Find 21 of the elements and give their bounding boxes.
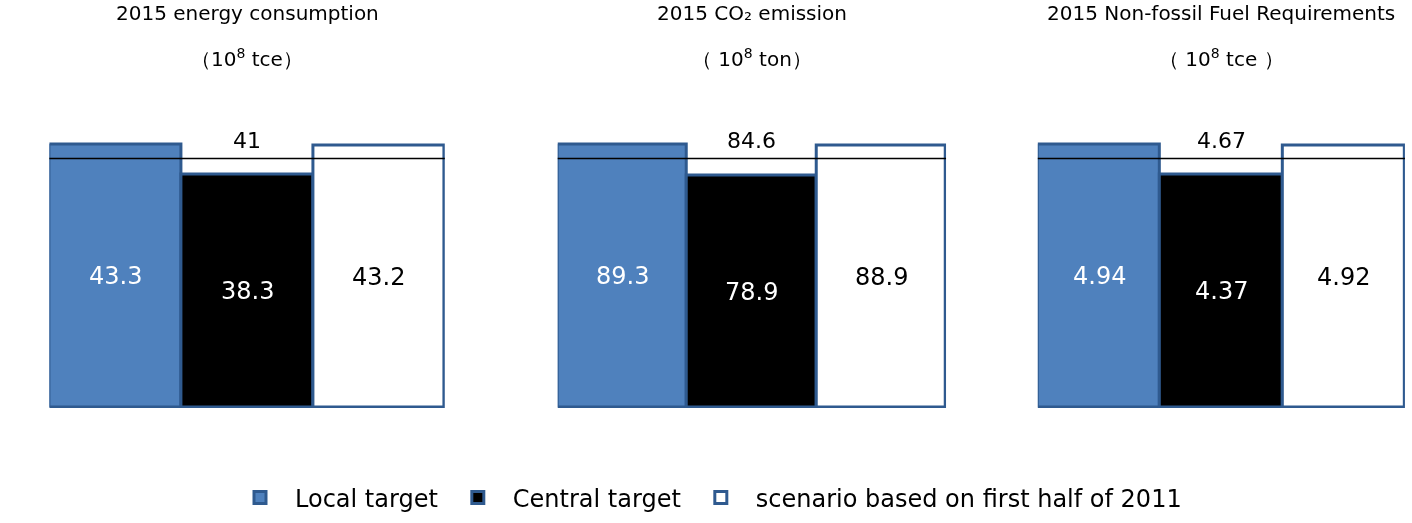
- data-label: 89.3: [596, 262, 650, 290]
- legend-label: Central target: [512, 484, 681, 513]
- ref-line-label: 84.6: [727, 128, 776, 153]
- data-label: 4.92: [1317, 263, 1371, 291]
- ref-line-label: 4.67: [1197, 128, 1246, 153]
- chart-subtitle: （ 10$^{8}$ tce ）: [1159, 45, 1284, 72]
- data-label: 88.9: [855, 263, 909, 291]
- legend-label: scenario based on first half of 2011: [755, 484, 1182, 513]
- chart-title: 2015 Non-fossil Fuel Requirements: [1047, 1, 1396, 25]
- legend-label: Local target: [295, 484, 438, 513]
- data-label: 43.3: [89, 262, 143, 290]
- data-label: 78.9: [725, 278, 779, 306]
- chart-subtitle: （10$^{8}$ tce）: [191, 45, 303, 72]
- chart-subtitle: （ 10$^{8}$ ton）: [692, 45, 812, 72]
- data-label: 4.94: [1073, 262, 1127, 290]
- data-label: 43.2: [352, 263, 406, 291]
- chart-title: 2015 CO₂ emission: [657, 1, 847, 25]
- data-label: 38.3: [221, 277, 275, 305]
- chart-title: 2015 energy consumption: [116, 1, 379, 25]
- data-label: 4.37: [1195, 277, 1249, 305]
- ref-line-label: 41: [233, 128, 261, 153]
